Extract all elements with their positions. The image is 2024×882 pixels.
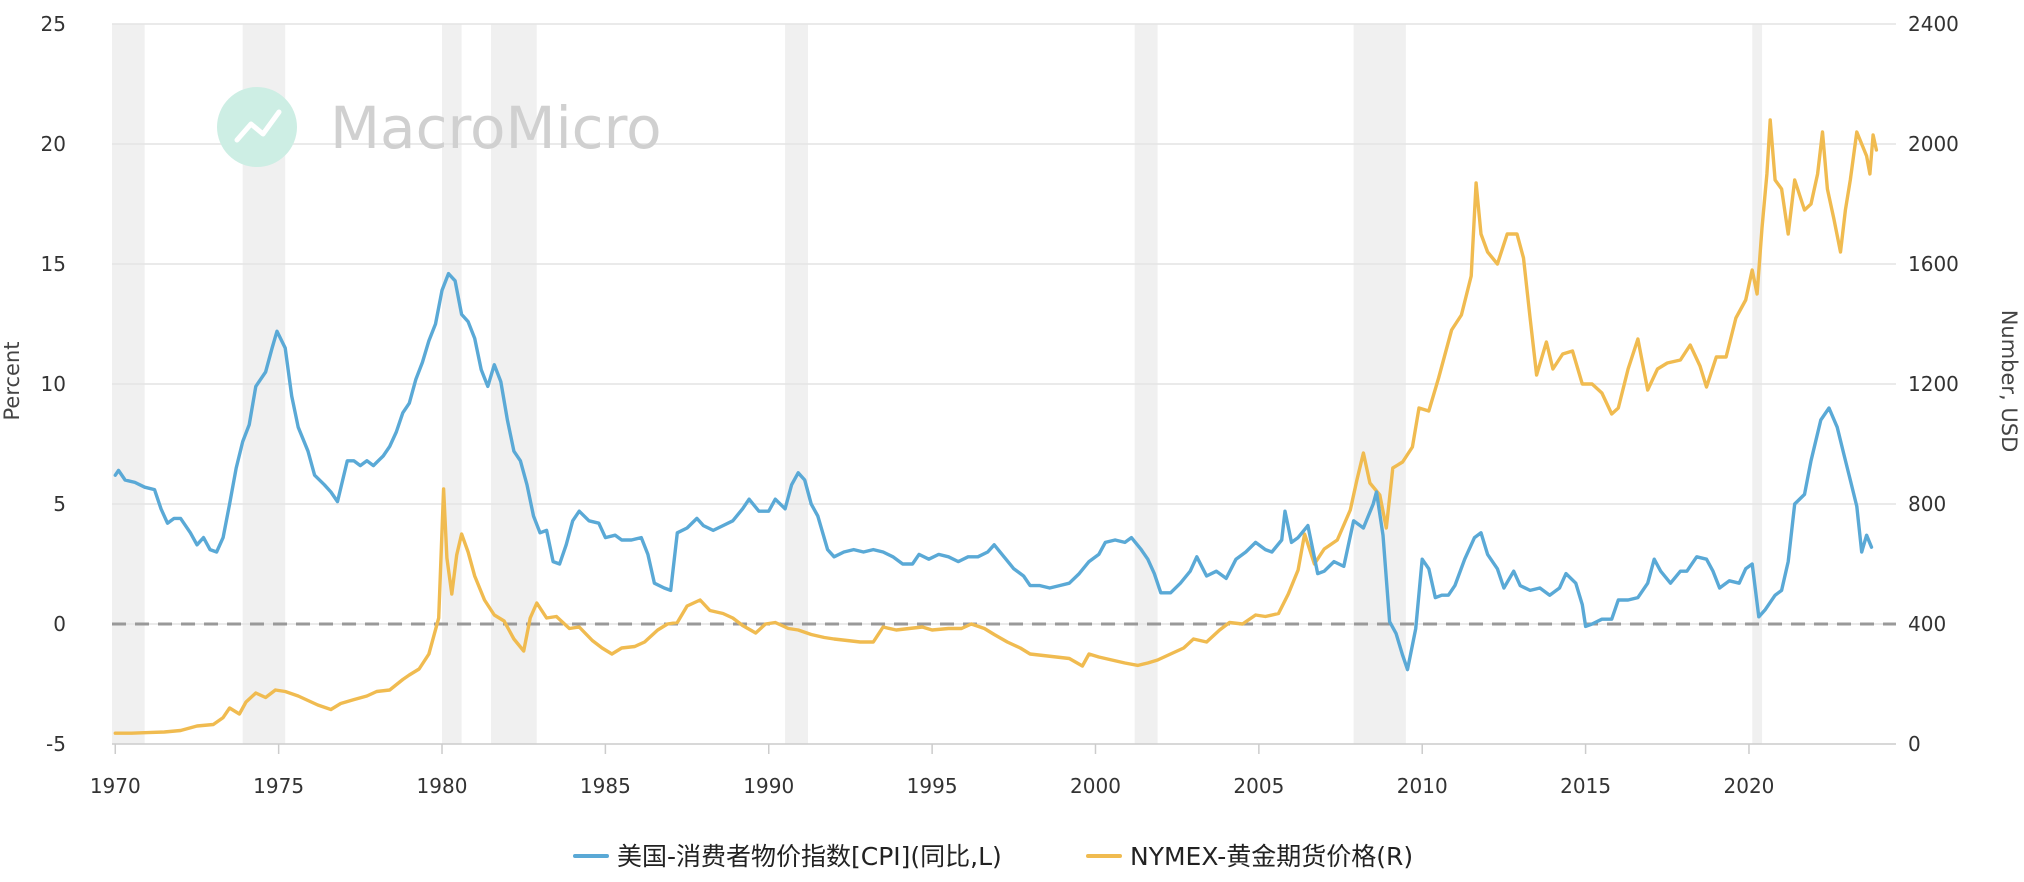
right-tick-label: 400 [1908, 612, 1946, 636]
macromicro-watermark: MacroMicro [217, 87, 662, 167]
x-tick-label: 1980 [417, 774, 468, 798]
series-line-gold [113, 118, 1879, 735]
left-tick-label: 20 [41, 132, 66, 156]
x-tick-label: 2000 [1070, 774, 1121, 798]
watermark-text: MacroMicro [330, 94, 662, 162]
x-axis-ticks: 1970 1975 1980 1985 1990 1995 2000 2005 2010 2015… [90, 744, 1775, 798]
x-tick-label: 1990 [743, 774, 794, 798]
right-tick-label: 2000 [1908, 132, 1959, 156]
left-axis-title: Percent [0, 341, 24, 420]
right-tick-label: 1600 [1908, 252, 1959, 276]
series-line-cpi [113, 271, 1874, 672]
right-axis-title: Number, USD [1997, 310, 2021, 453]
series-lines [113, 118, 1879, 735]
right-tick-label: 800 [1908, 492, 1946, 516]
legend: 美国-消费者物价指数[CPI](同比,L) NYMEX-黄金期货价格(R) [573, 842, 1413, 871]
right-tick-label: 1200 [1908, 372, 1959, 396]
left-tick-label: 15 [41, 252, 66, 276]
legend-label-1: NYMEX-黄金期货价格(R) [1130, 842, 1413, 871]
right-tick-label: 2400 [1908, 12, 1959, 36]
x-tick-label: 2015 [1560, 774, 1611, 798]
left-tick-label: 25 [41, 12, 66, 36]
x-tick-label: 1995 [907, 774, 958, 798]
x-tick-label: 1985 [580, 774, 631, 798]
left-tick-label: 0 [53, 612, 66, 636]
left-tick-label: -5 [46, 732, 66, 756]
legend-label-0: 美国-消费者物价指数[CPI](同比,L) [617, 842, 1002, 871]
right-axis-ticks: 2400 2000 1600 1200 800 400 0 [1908, 12, 1959, 756]
grid-lines [112, 23, 1896, 625]
left-tick-label: 5 [53, 492, 66, 516]
watermark-logo-chart-icon [234, 109, 282, 143]
left-tick-label: 10 [41, 372, 66, 396]
x-tick-label: 2010 [1397, 774, 1448, 798]
right-tick-label: 0 [1908, 732, 1921, 756]
x-tick-label: 2020 [1724, 774, 1775, 798]
x-tick-label: 1975 [253, 774, 304, 798]
x-tick-label: 1970 [90, 774, 141, 798]
left-axis-ticks: 25 20 15 10 5 0 -5 [41, 12, 66, 756]
x-tick-label: 2005 [1233, 774, 1284, 798]
